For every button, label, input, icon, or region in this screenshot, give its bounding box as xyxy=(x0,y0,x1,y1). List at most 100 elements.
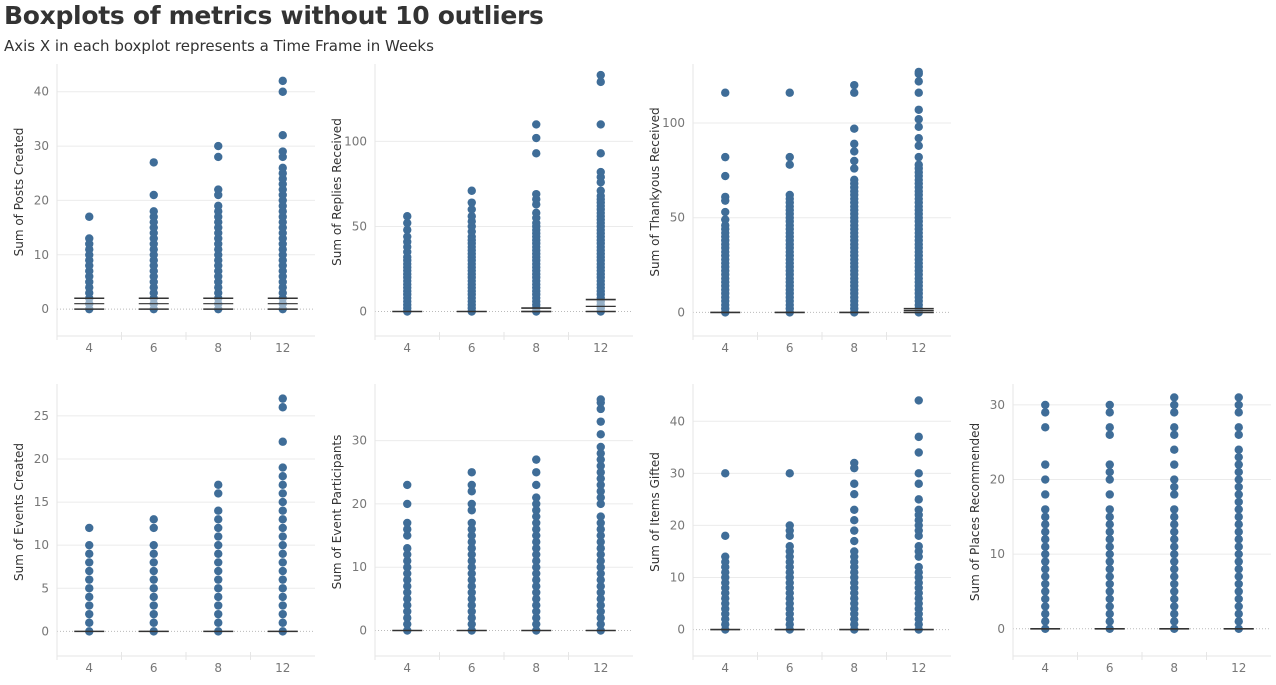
data-point xyxy=(1234,602,1243,611)
x-tick-label: 8 xyxy=(214,661,222,675)
data-point xyxy=(1234,445,1243,454)
data-point xyxy=(278,87,287,96)
data-point xyxy=(596,594,605,604)
data-point xyxy=(85,558,94,567)
data-point xyxy=(532,493,541,502)
y-tick-label: 0 xyxy=(677,305,685,319)
data-point xyxy=(278,131,287,140)
y-tick-label: 20 xyxy=(352,497,367,511)
data-point xyxy=(785,469,794,478)
data-point xyxy=(1041,527,1050,536)
data-point xyxy=(532,588,541,597)
data-point xyxy=(850,526,859,535)
data-point xyxy=(532,556,541,566)
x-tick-label: 6 xyxy=(150,661,158,675)
data-point xyxy=(1170,482,1179,492)
data-point xyxy=(596,70,605,80)
data-point xyxy=(1170,542,1179,551)
data-point xyxy=(149,601,158,610)
y-tick-label: 50 xyxy=(670,211,685,225)
data-point xyxy=(850,175,859,185)
data-point xyxy=(214,506,223,515)
data-point xyxy=(149,549,158,558)
data-point xyxy=(914,469,923,478)
data-point xyxy=(1170,557,1179,566)
x-tick-label: 4 xyxy=(403,661,411,675)
data-point xyxy=(1105,527,1114,536)
x-tick-label: 12 xyxy=(593,661,608,675)
data-point xyxy=(850,479,859,488)
data-point xyxy=(1234,557,1243,566)
data-point xyxy=(214,618,223,627)
data-point xyxy=(214,532,223,541)
data-point xyxy=(214,201,223,211)
data-point xyxy=(596,468,605,477)
data-point xyxy=(532,468,541,477)
data-point xyxy=(1234,512,1243,522)
data-point xyxy=(1041,594,1050,604)
data-point xyxy=(1234,430,1243,439)
data-point xyxy=(278,403,287,412)
data-point xyxy=(596,582,605,591)
data-point xyxy=(214,480,223,490)
data-point xyxy=(1170,520,1179,529)
data-point xyxy=(1105,542,1114,551)
y-axis-title: Sum of Event Participants xyxy=(330,435,344,590)
data-point xyxy=(596,556,605,566)
data-point xyxy=(914,495,923,504)
data-point xyxy=(467,480,476,490)
data-point xyxy=(403,531,412,540)
x-tick-label: 8 xyxy=(532,341,540,355)
data-point xyxy=(1105,587,1114,596)
data-point xyxy=(214,523,223,533)
y-tick-label: 20 xyxy=(670,518,685,532)
data-point xyxy=(532,537,541,547)
data-point xyxy=(403,600,412,610)
data-point xyxy=(403,212,412,221)
data-point xyxy=(214,592,223,602)
data-point xyxy=(850,80,859,90)
data-point xyxy=(1170,400,1179,410)
data-point xyxy=(467,594,476,604)
data-point xyxy=(1105,490,1114,499)
data-point xyxy=(532,613,541,623)
data-point xyxy=(467,582,476,591)
data-point xyxy=(596,544,605,553)
data-point xyxy=(532,499,541,509)
data-point xyxy=(785,521,794,530)
data-point xyxy=(1170,587,1179,596)
data-point xyxy=(785,88,794,97)
data-point xyxy=(467,563,476,572)
data-point xyxy=(1170,430,1179,439)
x-tick-label: 12 xyxy=(1231,661,1246,675)
y-tick-label: 0 xyxy=(359,624,367,638)
data-point xyxy=(467,575,476,585)
data-point xyxy=(467,518,476,528)
data-point xyxy=(149,566,158,576)
data-point xyxy=(403,569,412,578)
data-point xyxy=(214,609,223,619)
data-point xyxy=(278,437,287,446)
y-tick-label: 0 xyxy=(997,622,1005,636)
x-tick-label: 4 xyxy=(1041,661,1049,675)
data-point xyxy=(850,547,859,556)
data-point xyxy=(596,525,605,534)
data-point xyxy=(467,600,476,610)
x-tick-label: 6 xyxy=(786,341,794,355)
data-point xyxy=(1041,564,1050,574)
data-point xyxy=(467,468,476,477)
data-point xyxy=(1234,594,1243,604)
data-point xyxy=(914,432,923,442)
data-point xyxy=(403,518,412,528)
data-point xyxy=(1105,564,1114,574)
data-point xyxy=(721,552,730,561)
x-tick-label: 8 xyxy=(850,661,858,675)
data-point xyxy=(1105,400,1114,410)
data-point xyxy=(596,619,605,629)
data-point xyxy=(596,613,605,623)
data-point xyxy=(1234,535,1243,544)
data-point xyxy=(1234,467,1243,477)
data-point xyxy=(914,133,923,143)
x-tick-label: 6 xyxy=(468,661,476,675)
data-point xyxy=(596,563,605,572)
